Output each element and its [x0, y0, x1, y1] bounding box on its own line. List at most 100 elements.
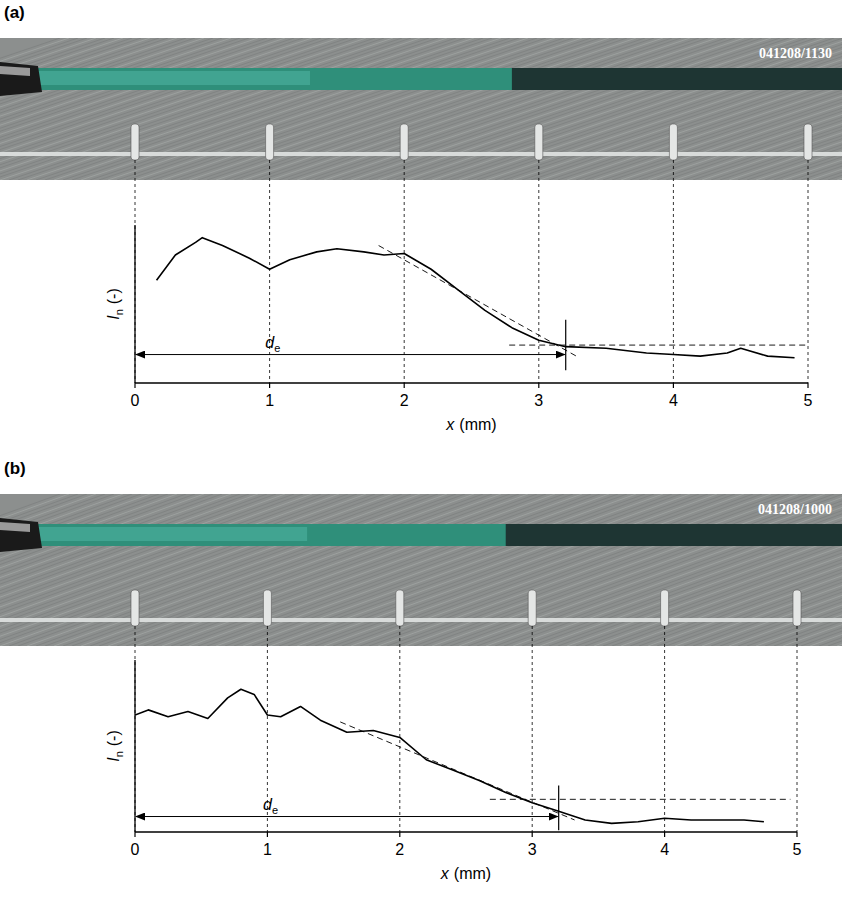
de-arrow	[136, 816, 558, 817]
y-title-sub: n	[113, 309, 125, 315]
x-tick	[134, 832, 135, 837]
photo-texture	[333, 38, 753, 180]
photo-texture	[108, 38, 528, 180]
x-tick	[404, 383, 405, 388]
photo-texture	[9, 494, 429, 646]
guide-line	[532, 626, 533, 832]
guide-line	[399, 626, 400, 832]
guide-line	[664, 626, 665, 832]
photo-texture	[738, 494, 842, 646]
photo-texture	[594, 38, 842, 180]
photo-texture	[666, 494, 842, 646]
photo-texture	[63, 494, 483, 646]
fit-line	[379, 246, 580, 358]
photo-texture	[216, 494, 636, 646]
x-title-symbol: x	[440, 865, 450, 882]
guide-line	[673, 160, 674, 383]
panel-letter: (b)	[4, 459, 26, 478]
photo-texture	[369, 494, 789, 646]
photo-texture	[675, 38, 842, 180]
photo-texture	[234, 38, 654, 180]
photo-texture	[0, 38, 69, 180]
photo-texture	[0, 38, 249, 180]
photo-texture	[639, 494, 842, 646]
x-tick	[267, 832, 268, 837]
x-tick-label: 4	[660, 841, 669, 858]
photo-label: 041208/1000	[758, 502, 832, 517]
photo-texture	[279, 38, 699, 180]
photo-texture	[189, 494, 609, 646]
photo	[0, 494, 842, 646]
photo-texture	[0, 494, 411, 646]
photo-texture	[441, 38, 842, 180]
ruler-mark	[400, 124, 408, 160]
photo-texture	[90, 494, 510, 646]
de-marker	[558, 786, 559, 831]
photo-texture	[324, 494, 744, 646]
photo-texture	[432, 38, 842, 180]
x-tick	[796, 832, 797, 837]
photo-texture	[621, 38, 842, 180]
channel	[0, 68, 842, 90]
x-tick-label: 4	[669, 392, 678, 409]
photo-texture	[189, 38, 609, 180]
photo-texture	[387, 38, 807, 180]
ruler-line	[0, 618, 842, 622]
photo-texture	[342, 494, 762, 646]
x-tick	[269, 383, 270, 388]
photo-label: 041208/1130	[759, 46, 832, 61]
guide-line	[808, 160, 809, 383]
x-tick-label: 5	[793, 841, 802, 858]
photo-texture	[54, 494, 474, 646]
photo-texture	[108, 494, 528, 646]
de-sub: e	[272, 804, 278, 816]
photo-texture	[45, 494, 465, 646]
photo-texture	[387, 494, 807, 646]
guide-line	[404, 160, 405, 383]
photo-texture	[657, 38, 842, 180]
photo-texture	[729, 494, 842, 646]
photo-texture	[0, 494, 231, 646]
ruler-mark	[804, 124, 812, 160]
photo-texture	[603, 38, 842, 180]
guide-line	[135, 626, 136, 832]
photo-texture	[171, 494, 591, 646]
photo-texture	[396, 38, 816, 180]
photo-texture	[126, 38, 546, 180]
photo-texture	[711, 494, 842, 646]
photo-texture	[837, 38, 842, 180]
x-title-unit: (mm)	[459, 416, 496, 433]
y-axis-title: In(-)	[105, 730, 125, 762]
dye-highlight	[30, 527, 307, 541]
photo-texture	[153, 38, 573, 180]
photo-texture	[315, 494, 735, 646]
photo-texture	[495, 38, 842, 180]
x-tick-label: 0	[131, 841, 140, 858]
photo-texture	[756, 494, 842, 646]
x-tick	[673, 383, 674, 388]
photo-texture	[9, 38, 429, 180]
photo-texture	[171, 38, 591, 180]
photo-texture	[81, 38, 501, 180]
photo-texture	[423, 38, 842, 180]
panel: (a)041208/1130012345x(mm)In(-)de	[0, 3, 842, 433]
fit-line	[490, 799, 791, 800]
x-tick	[134, 383, 135, 388]
photo-texture	[0, 38, 231, 180]
photo-texture	[0, 494, 393, 646]
photo-texture	[549, 494, 842, 646]
intensity-curve	[157, 238, 795, 358]
y-axis	[134, 660, 135, 832]
photo-ground	[0, 494, 842, 646]
ruler-mark	[528, 590, 536, 626]
photo-texture	[0, 38, 411, 180]
photo-texture	[306, 494, 726, 646]
photo-texture	[486, 38, 842, 180]
photo-texture	[378, 38, 798, 180]
photo-texture	[558, 494, 842, 646]
photo-texture	[351, 38, 771, 180]
ruler-mark	[396, 590, 404, 626]
photo-texture	[621, 494, 842, 646]
x-tick-label: 2	[395, 841, 404, 858]
photo-texture	[243, 494, 663, 646]
